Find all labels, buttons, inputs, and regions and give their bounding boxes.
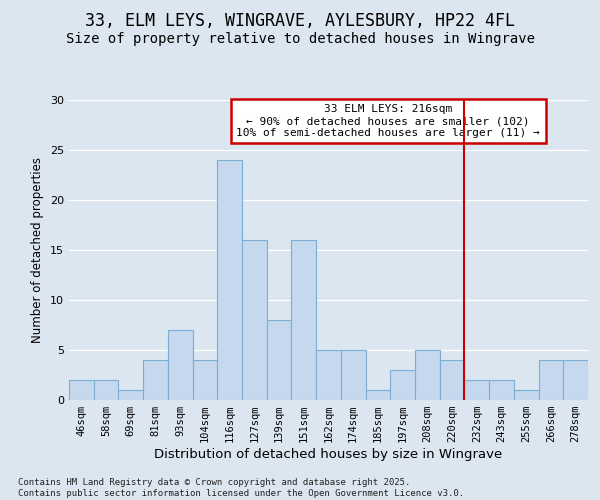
Bar: [193, 360, 217, 400]
Bar: [316, 350, 341, 400]
Bar: [143, 360, 168, 400]
Bar: [267, 320, 292, 400]
Bar: [464, 380, 489, 400]
Bar: [415, 350, 440, 400]
Bar: [514, 390, 539, 400]
Text: 33 ELM LEYS: 216sqm
← 90% of detached houses are smaller (102)
10% of semi-detac: 33 ELM LEYS: 216sqm ← 90% of detached ho…: [236, 104, 540, 138]
Bar: [563, 360, 588, 400]
Bar: [365, 390, 390, 400]
Bar: [390, 370, 415, 400]
Bar: [242, 240, 267, 400]
Bar: [94, 380, 118, 400]
Bar: [217, 160, 242, 400]
Bar: [539, 360, 563, 400]
Bar: [440, 360, 464, 400]
Bar: [168, 330, 193, 400]
X-axis label: Distribution of detached houses by size in Wingrave: Distribution of detached houses by size …: [154, 448, 503, 461]
Bar: [489, 380, 514, 400]
Text: Size of property relative to detached houses in Wingrave: Size of property relative to detached ho…: [65, 32, 535, 46]
Text: 33, ELM LEYS, WINGRAVE, AYLESBURY, HP22 4FL: 33, ELM LEYS, WINGRAVE, AYLESBURY, HP22 …: [85, 12, 515, 30]
Y-axis label: Number of detached properties: Number of detached properties: [31, 157, 44, 343]
Text: Contains HM Land Registry data © Crown copyright and database right 2025.
Contai: Contains HM Land Registry data © Crown c…: [18, 478, 464, 498]
Bar: [292, 240, 316, 400]
Bar: [341, 350, 365, 400]
Bar: [69, 380, 94, 400]
Bar: [118, 390, 143, 400]
